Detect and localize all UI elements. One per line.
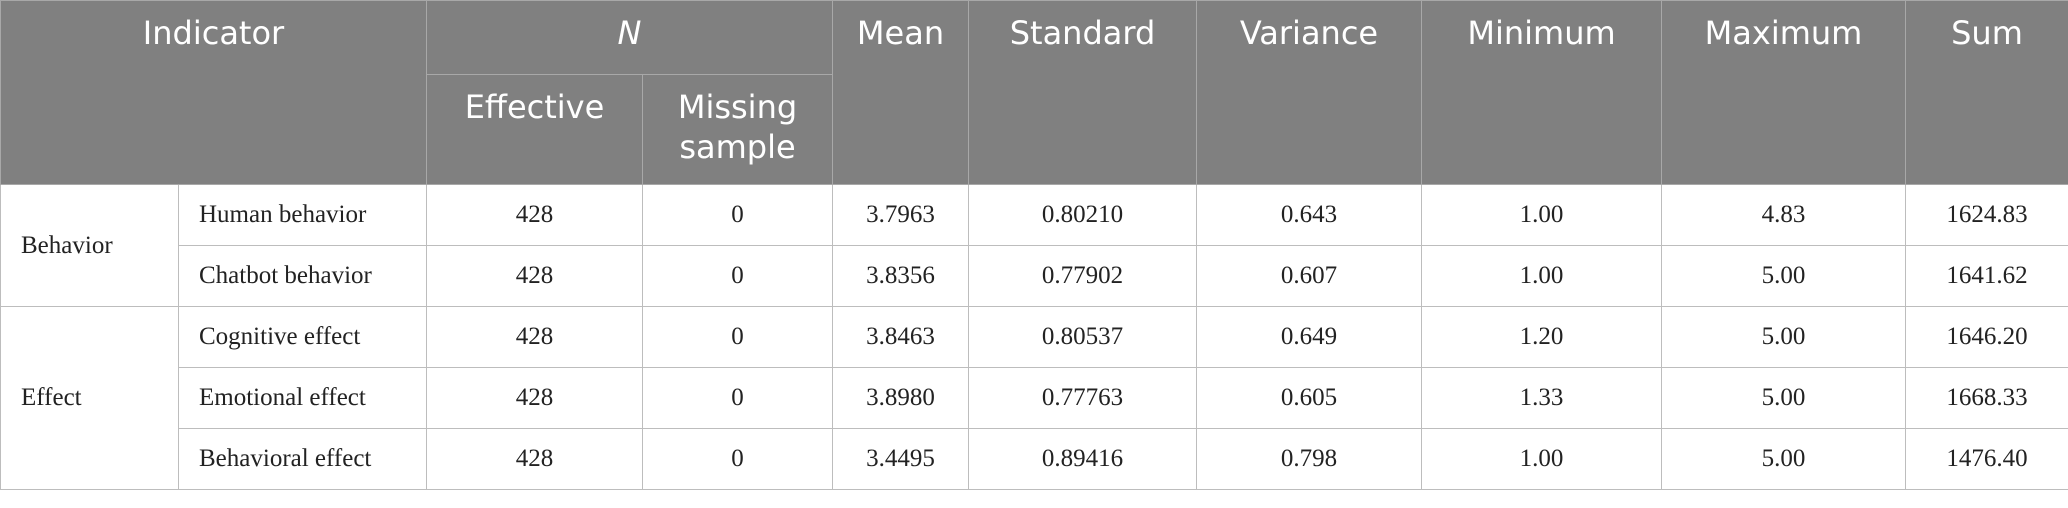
cell: 0.80210 [968, 184, 1197, 246]
group-label: Effect [0, 306, 179, 490]
cell: 3.4495 [832, 428, 969, 490]
cell: 5.00 [1661, 428, 1906, 490]
cell: 1.00 [1421, 245, 1662, 307]
cell: 0.607 [1196, 245, 1422, 307]
cell: 1.00 [1421, 428, 1662, 490]
cell: 1641.62 [1905, 245, 2068, 307]
header-cell: Variance [1196, 0, 1422, 185]
cell: 0 [642, 184, 833, 246]
cell: 1.00 [1421, 184, 1662, 246]
cell: 3.8356 [832, 245, 969, 307]
cell: 0.643 [1196, 184, 1422, 246]
table-row: Behavioral effect 428 0 3.4495 0.89416 0.798 1… [1, 428, 2068, 490]
table-row: Behavior Human behavior 428 0 3.7963 0.80210 0… [0, 184, 2068, 307]
header-cell: Sum [1905, 0, 2068, 185]
cell: 428 [426, 367, 643, 429]
header-cell: Effective [426, 74, 643, 185]
cell: 0 [642, 428, 833, 490]
row-label: Cognitive effect [178, 306, 427, 368]
cell: 1624.83 [1905, 184, 2068, 246]
cell: 0 [642, 245, 833, 307]
cell: 1.33 [1421, 367, 1662, 429]
group-label: Behavior [0, 184, 179, 307]
cell: 1.20 [1421, 306, 1662, 368]
row-label: Emotional effect [178, 367, 427, 429]
cell: 5.00 [1661, 367, 1906, 429]
cell: 3.8980 [832, 367, 969, 429]
row-label: Human behavior [178, 184, 427, 246]
header-cell: Indicator [0, 0, 427, 185]
cell: 0 [642, 367, 833, 429]
cell: 5.00 [1661, 306, 1906, 368]
cell: 0.798 [1196, 428, 1422, 490]
table-row: Emotional effect 428 0 3.8980 0.77763 0.605 1.… [1, 367, 2068, 429]
cell: 0.77902 [968, 245, 1197, 307]
cell: 0 [642, 306, 833, 368]
cell: 3.8463 [832, 306, 969, 368]
cell: 0.605 [1196, 367, 1422, 429]
table-row: Effect Cognitive effect 428 0 3.8463 0.80537 0… [0, 306, 2068, 490]
cell: 1476.40 [1905, 428, 2068, 490]
cell: 428 [426, 184, 643, 246]
cell: 1668.33 [1905, 367, 2068, 429]
header-cell: Maximum [1661, 0, 1906, 185]
header-cell: Minimum [1421, 0, 1662, 185]
table-row: Chatbot behavior 428 0 3.8356 0.77902 0.607 1.… [1, 245, 2068, 307]
cell: 3.7963 [832, 184, 969, 246]
row-label: Behavioral effect [178, 428, 427, 490]
cell: 5.00 [1661, 245, 1906, 307]
cell: 0.77763 [968, 367, 1197, 429]
cell: 0.89416 [968, 428, 1197, 490]
cell: 1646.20 [1905, 306, 2068, 368]
row-label: Chatbot behavior [178, 245, 427, 307]
cell: 4.83 [1661, 184, 1906, 246]
cell: 428 [426, 306, 643, 368]
cell: 428 [426, 245, 643, 307]
header-cell: N [426, 0, 833, 75]
cell: 428 [426, 428, 643, 490]
cell: 0.649 [1196, 306, 1422, 368]
header-cell: Standard [968, 0, 1197, 185]
cell: 0.80537 [968, 306, 1197, 368]
stats-table: Indicator N Mean Standard Variance Minimum M… [0, 0, 2068, 490]
header-cell: Mean [832, 0, 969, 185]
header-cell: Missing sample [642, 74, 833, 185]
